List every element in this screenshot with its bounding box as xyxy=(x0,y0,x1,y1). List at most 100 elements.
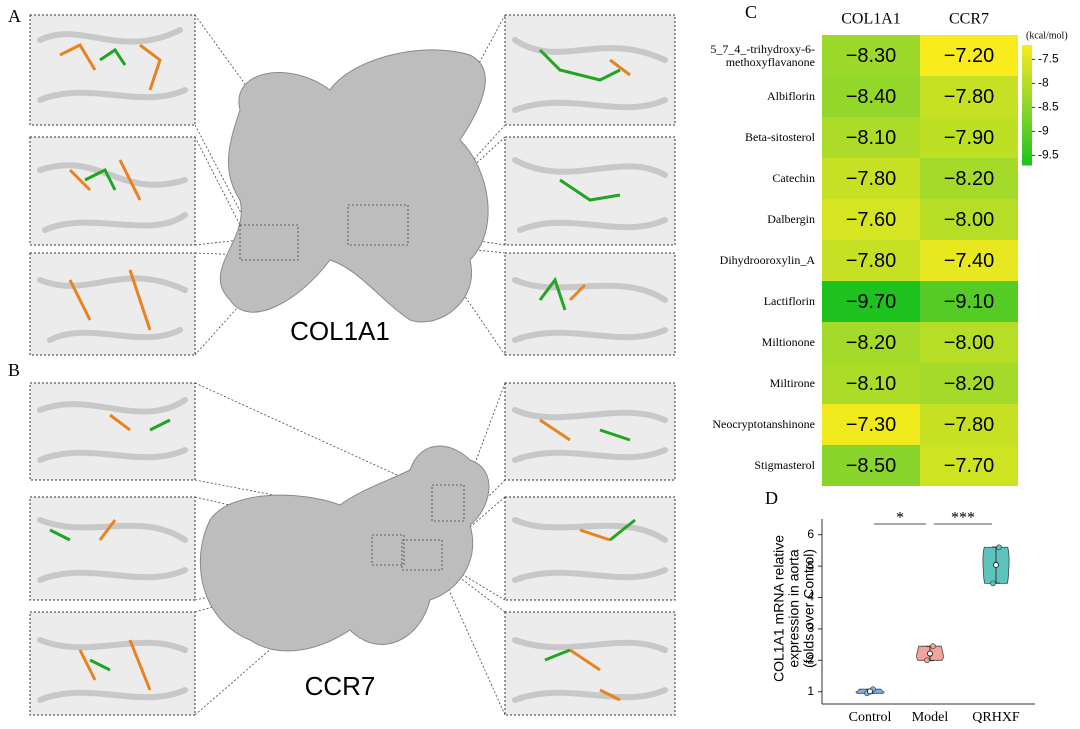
row-label-box: Beta-sitosterol xyxy=(745,131,815,144)
row-label-box: Stigmasterol xyxy=(754,459,815,472)
cell-label: −8.10 xyxy=(846,127,897,149)
colorbar-segment xyxy=(1022,51,1032,55)
row-label: Miltionone xyxy=(761,335,815,349)
panel-label: C xyxy=(745,2,757,22)
cell-label: −7.90 xyxy=(944,127,995,149)
protein-panels: A B C D COL1A1 CCR7 xyxy=(8,2,778,716)
significance-label: * xyxy=(896,510,904,527)
column-label: CCR7 xyxy=(949,11,989,28)
heatmap-cell xyxy=(822,35,920,76)
colorbar-tick-label: -9.5 xyxy=(1038,148,1059,162)
colorbar-segment xyxy=(1022,63,1032,67)
y-tick-label: 4 xyxy=(807,590,814,604)
row-label: Dihydrooroxylin_A xyxy=(719,253,815,267)
x-tick-label: Control xyxy=(849,710,892,725)
heatmap-cell xyxy=(920,281,1018,322)
row-label-box: Catechin xyxy=(772,172,815,185)
cell-label: −7.30 xyxy=(846,414,897,436)
row-label-box: Lactiflorin xyxy=(764,295,815,308)
cell-label: −8.00 xyxy=(944,332,995,354)
colorbar-segment xyxy=(1022,84,1032,88)
data-point xyxy=(990,580,996,587)
panel-label: D xyxy=(765,488,778,508)
y-tick-label: 5 xyxy=(807,558,814,572)
colorbar-segment xyxy=(1022,81,1032,85)
cell-label: −9.10 xyxy=(944,291,995,313)
colorbar-segment xyxy=(1022,102,1032,106)
row-label: Albiflorin xyxy=(767,89,815,103)
colorbar-segment xyxy=(1022,132,1032,136)
colorbar-segment xyxy=(1022,150,1032,154)
colorbar-tick-label: -8 xyxy=(1038,76,1049,90)
heatmap-cell xyxy=(920,404,1018,445)
column-label: COL1A1 xyxy=(841,11,901,28)
x-tick-label: Model xyxy=(912,710,949,725)
colorbar-segment xyxy=(1022,117,1032,121)
cell-label: −7.80 xyxy=(846,168,897,190)
colorbar-segment xyxy=(1022,153,1032,157)
row-label-box: Neocryptotanshinone xyxy=(712,417,815,431)
row-label: Neocryptotanshinone xyxy=(712,417,815,431)
cell-label: −7.80 xyxy=(944,414,995,436)
colorbar-segment xyxy=(1022,162,1032,166)
heatmap-cell xyxy=(822,76,920,117)
cell-label: −8.10 xyxy=(846,373,897,395)
colorbar-segment xyxy=(1022,138,1032,142)
y-axis-label: (folds over Control) xyxy=(801,549,817,668)
cell-label: −7.60 xyxy=(846,209,897,231)
colorbar-segment xyxy=(1022,99,1032,103)
heatmap-cell xyxy=(822,199,920,240)
colorbar-segment xyxy=(1022,114,1032,118)
colorbar-segment xyxy=(1022,57,1032,61)
cell-label: −8.30 xyxy=(846,45,897,67)
colorbar-segment xyxy=(1022,135,1032,139)
cell-label: −8.40 xyxy=(846,86,897,108)
heatmap-cell xyxy=(920,158,1018,199)
cell-label: −7.80 xyxy=(944,86,995,108)
heatmap-cell xyxy=(920,76,1018,117)
cell-label: −8.20 xyxy=(944,168,995,190)
row-label-box: Dihydrooroxylin_A xyxy=(719,253,815,267)
cell-label: −7.40 xyxy=(944,250,995,272)
row-label-box: Miltirone xyxy=(770,377,815,390)
y-axis-label: COL1A1 mRNA relative xyxy=(771,535,787,682)
colorbar-segment xyxy=(1022,69,1032,73)
data-point xyxy=(996,544,1002,551)
colorbar-segment xyxy=(1022,156,1032,160)
heatmap-cell xyxy=(822,281,920,322)
colorbar-segment xyxy=(1022,96,1032,100)
y-tick-label: 2 xyxy=(807,652,814,666)
colorbar-segment xyxy=(1022,141,1032,145)
colorbar-segment xyxy=(1022,54,1032,58)
cell-label: −7.70 xyxy=(944,455,995,477)
mean-point xyxy=(993,562,999,569)
structure-label: COL1A1 xyxy=(290,316,390,346)
colorbar-segment xyxy=(1022,126,1032,130)
colorbar-segment xyxy=(1022,78,1032,82)
y-tick-label: 3 xyxy=(807,621,814,635)
heatmap-cell xyxy=(822,404,920,445)
colorbar-segment xyxy=(1022,48,1032,52)
colorbar-label: (kcal/mol) xyxy=(1026,30,1068,41)
heatmap-cell xyxy=(822,363,920,404)
cell-label: −7.20 xyxy=(944,45,995,67)
colorbar-segment xyxy=(1022,123,1032,127)
colorbar-segment xyxy=(1022,111,1032,115)
colorbar-segment xyxy=(1022,144,1032,148)
mean-point xyxy=(927,650,933,657)
panel-label: B xyxy=(8,360,20,380)
colorbar-segment xyxy=(1022,72,1032,76)
y-tick-label: 6 xyxy=(807,527,814,541)
colorbar-segment xyxy=(1022,75,1032,79)
colorbar-segment xyxy=(1022,120,1032,124)
heatmap-cell xyxy=(920,445,1018,486)
row-label-box: Dalbergin xyxy=(767,213,815,226)
significance-label: *** xyxy=(951,510,975,527)
heatmap-cell xyxy=(822,117,920,158)
heatmap-cell xyxy=(920,117,1018,158)
colorbar-segment xyxy=(1022,60,1032,64)
colorbar-segment xyxy=(1022,90,1032,94)
heatmap-cell xyxy=(920,363,1018,404)
heatmap-cell xyxy=(920,35,1018,76)
